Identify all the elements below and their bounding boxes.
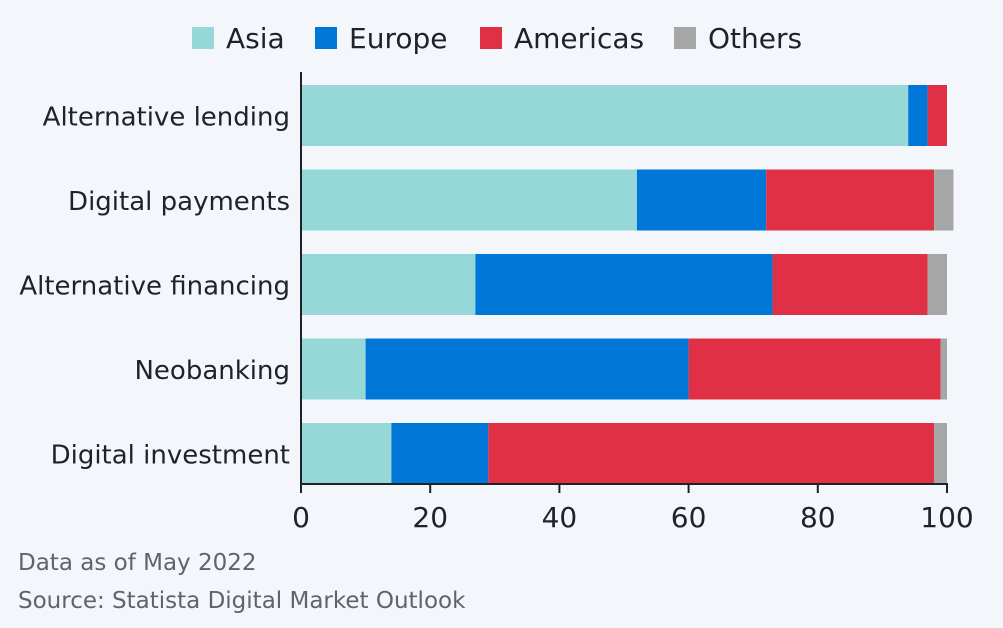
bar-americas-2 xyxy=(772,254,928,315)
bar-others-1 xyxy=(934,169,954,231)
bar-others-3 xyxy=(940,338,947,400)
bar-americas-3 xyxy=(688,338,941,400)
x-tick-label: 100 xyxy=(920,501,973,534)
bar-asia-4 xyxy=(301,423,392,484)
bar-europe-3 xyxy=(365,338,689,400)
legend: Asia Europe Americas Others xyxy=(192,22,802,55)
bar-others-4 xyxy=(934,423,947,484)
bar-asia-3 xyxy=(301,338,366,400)
legend-swatch-europe xyxy=(315,27,337,49)
bar-americas-0 xyxy=(927,85,947,146)
bar-americas-4 xyxy=(488,423,935,484)
source-note: Source: Statista Digital Market Outlook xyxy=(18,588,466,614)
legend-label-others: Others xyxy=(708,22,802,55)
legend-swatch-others xyxy=(674,27,696,49)
category-label: Alternative lending xyxy=(43,103,290,133)
x-tick-label: 40 xyxy=(542,501,578,534)
category-label: Neobanking xyxy=(134,356,290,386)
stacked-bar-chart: Asia Europe Americas Others Alternative len… xyxy=(19,22,974,534)
bar-others-2 xyxy=(927,254,947,315)
bar-asia-1 xyxy=(301,169,637,231)
category-labels: Alternative lending Digital payments Alter… xyxy=(19,103,290,471)
bar-europe-4 xyxy=(391,423,489,484)
legend-label-americas: Americas xyxy=(514,22,644,55)
x-tick-label: 0 xyxy=(292,501,310,534)
bar-europe-2 xyxy=(475,254,773,315)
bar-europe-1 xyxy=(636,169,767,231)
bar-americas-1 xyxy=(766,169,935,231)
category-label: Digital investment xyxy=(51,441,290,471)
x-tick-label: 80 xyxy=(800,501,836,534)
x-tick-label: 60 xyxy=(671,501,707,534)
bar-europe-0 xyxy=(908,85,928,146)
x-axis: 0 20 40 60 80 100 xyxy=(292,72,974,534)
data-note: Data as of May 2022 xyxy=(18,550,257,576)
legend-label-europe: Europe xyxy=(349,22,447,55)
bar-asia-0 xyxy=(301,85,909,146)
x-tick-label: 20 xyxy=(412,501,448,534)
bars xyxy=(301,85,954,484)
category-label: Digital payments xyxy=(68,187,290,217)
legend-swatch-asia xyxy=(192,27,214,49)
legend-label-asia: Asia xyxy=(226,22,285,55)
category-label: Alternative financing xyxy=(19,272,290,302)
bar-asia-2 xyxy=(301,254,476,315)
legend-swatch-americas xyxy=(480,27,502,49)
